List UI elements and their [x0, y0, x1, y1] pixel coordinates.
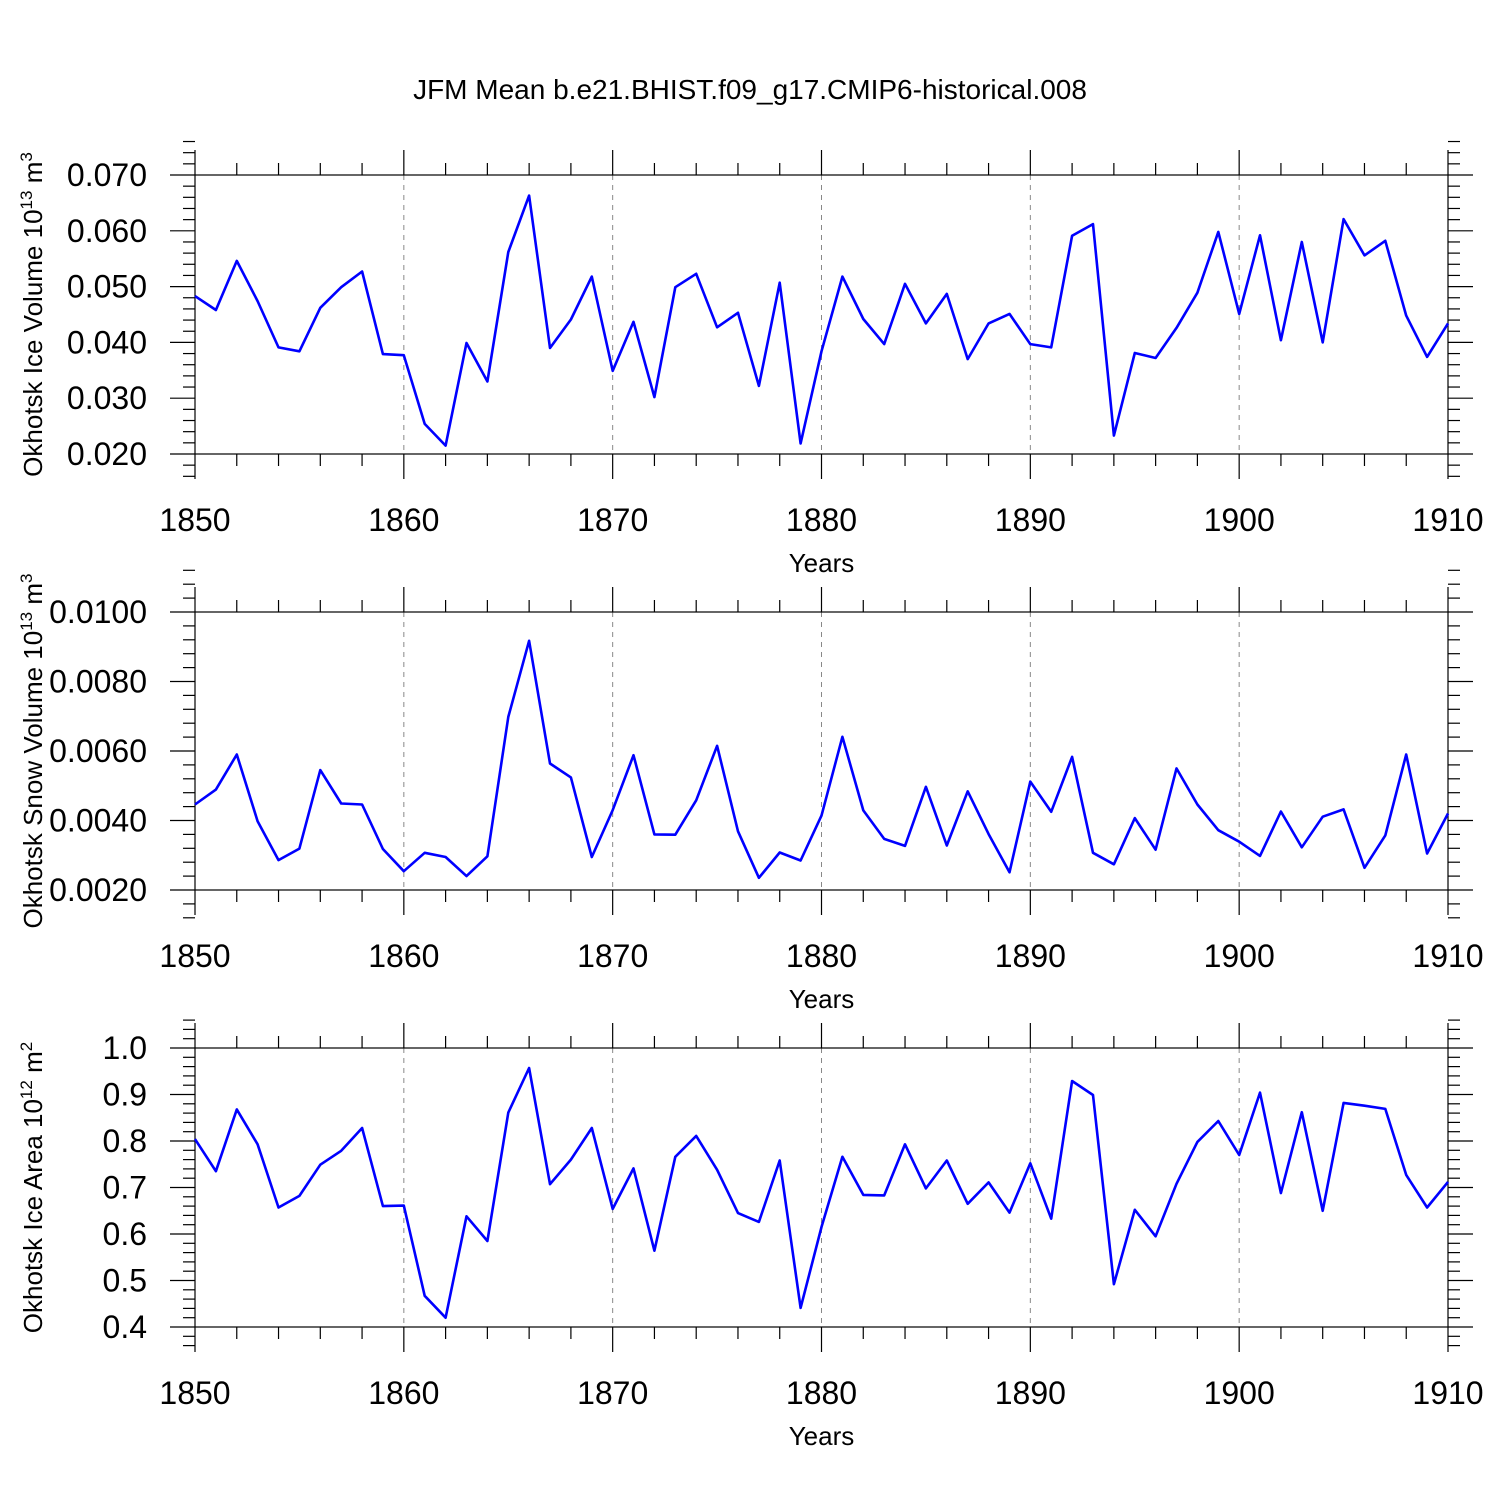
x-tick-label: 1910: [1412, 502, 1483, 538]
y-axis-label: Okhotsk Ice Volume 1013 m3: [17, 152, 48, 477]
x-axis-label: Years: [789, 548, 855, 578]
x-tick-label: 1870: [577, 502, 648, 538]
series-line-ice-area: [193, 1066, 1450, 1319]
series-line-snow-volume: [194, 639, 1450, 880]
chart-title: JFM Mean b.e21.BHIST.f09_g17.CMIP6-histo…: [413, 74, 1087, 105]
x-tick-label: 1850: [159, 938, 230, 974]
y-tick-label: 0.5: [103, 1263, 147, 1299]
y-tick-label: 0.8: [103, 1123, 147, 1159]
x-tick-label: 1900: [1204, 1375, 1275, 1411]
y-tick-label: 0.040: [67, 324, 147, 360]
x-tick-label: 1900: [1204, 938, 1275, 974]
x-tick-label: 1850: [159, 1375, 230, 1411]
x-tick-label: 1860: [368, 502, 439, 538]
y-tick-label: 0.060: [67, 213, 147, 249]
y-tick-label: 0.050: [67, 269, 147, 305]
x-tick-label: 1870: [577, 938, 648, 974]
x-tick-label: 1850: [159, 502, 230, 538]
panel-ice-area: 1850 1860 1870 1880 1890 1900 1910 0.4 0.5 0.6 0.7…: [17, 1019, 1484, 1451]
x-tick-label: 1880: [786, 938, 857, 974]
series-line-ice-volume: [194, 194, 1450, 447]
y-axis-label: Okhotsk Ice Area 1012 m2: [17, 1042, 48, 1333]
y-tick-label: 1.0: [103, 1030, 147, 1066]
y-tick-label: 0.9: [103, 1077, 147, 1113]
y-tick-label: 0.020: [67, 436, 147, 472]
x-tick-label: 1880: [786, 1375, 857, 1411]
y-tick-label: 0.070: [67, 157, 147, 193]
x-tick-label: 1860: [368, 938, 439, 974]
y-axis-label: Okhotsk Snow Volume 1013 m3: [17, 574, 48, 929]
y-tick-label: 0.6: [103, 1216, 147, 1252]
y-tick-label: 0.0040: [49, 803, 147, 839]
x-tick-label: 1890: [995, 502, 1066, 538]
x-tick-label: 1910: [1412, 938, 1483, 974]
y-tick-label: 0.0100: [49, 594, 147, 630]
x-axis-label: Years: [789, 984, 855, 1014]
y-tick-label: 0.030: [67, 380, 147, 416]
x-tick-label: 1890: [995, 938, 1066, 974]
x-tick-label: 1910: [1412, 1375, 1483, 1411]
x-tick-label: 1900: [1204, 502, 1275, 538]
x-tick-label: 1860: [368, 1375, 439, 1411]
y-tick-label: 0.7: [103, 1170, 147, 1206]
panel-snow-volume: 1850 1860 1870 1880 1890 1900 1910 0.0020 0.0040…: [17, 569, 1484, 1014]
y-tick-label: 0.0060: [49, 733, 147, 769]
x-axis-label: Years: [789, 1421, 855, 1451]
y-tick-label: 0.4: [103, 1309, 147, 1345]
y-tick-label: 0.0020: [49, 872, 147, 908]
x-tick-label: 1890: [995, 1375, 1066, 1411]
y-tick-label: 0.0080: [49, 664, 147, 700]
x-tick-label: 1870: [577, 1375, 648, 1411]
panel-ice-volume: 1850 1860 1870 1880 1890 1900 1910 0.020 0.030 0.…: [17, 140, 1484, 578]
x-tick-label: 1880: [786, 502, 857, 538]
